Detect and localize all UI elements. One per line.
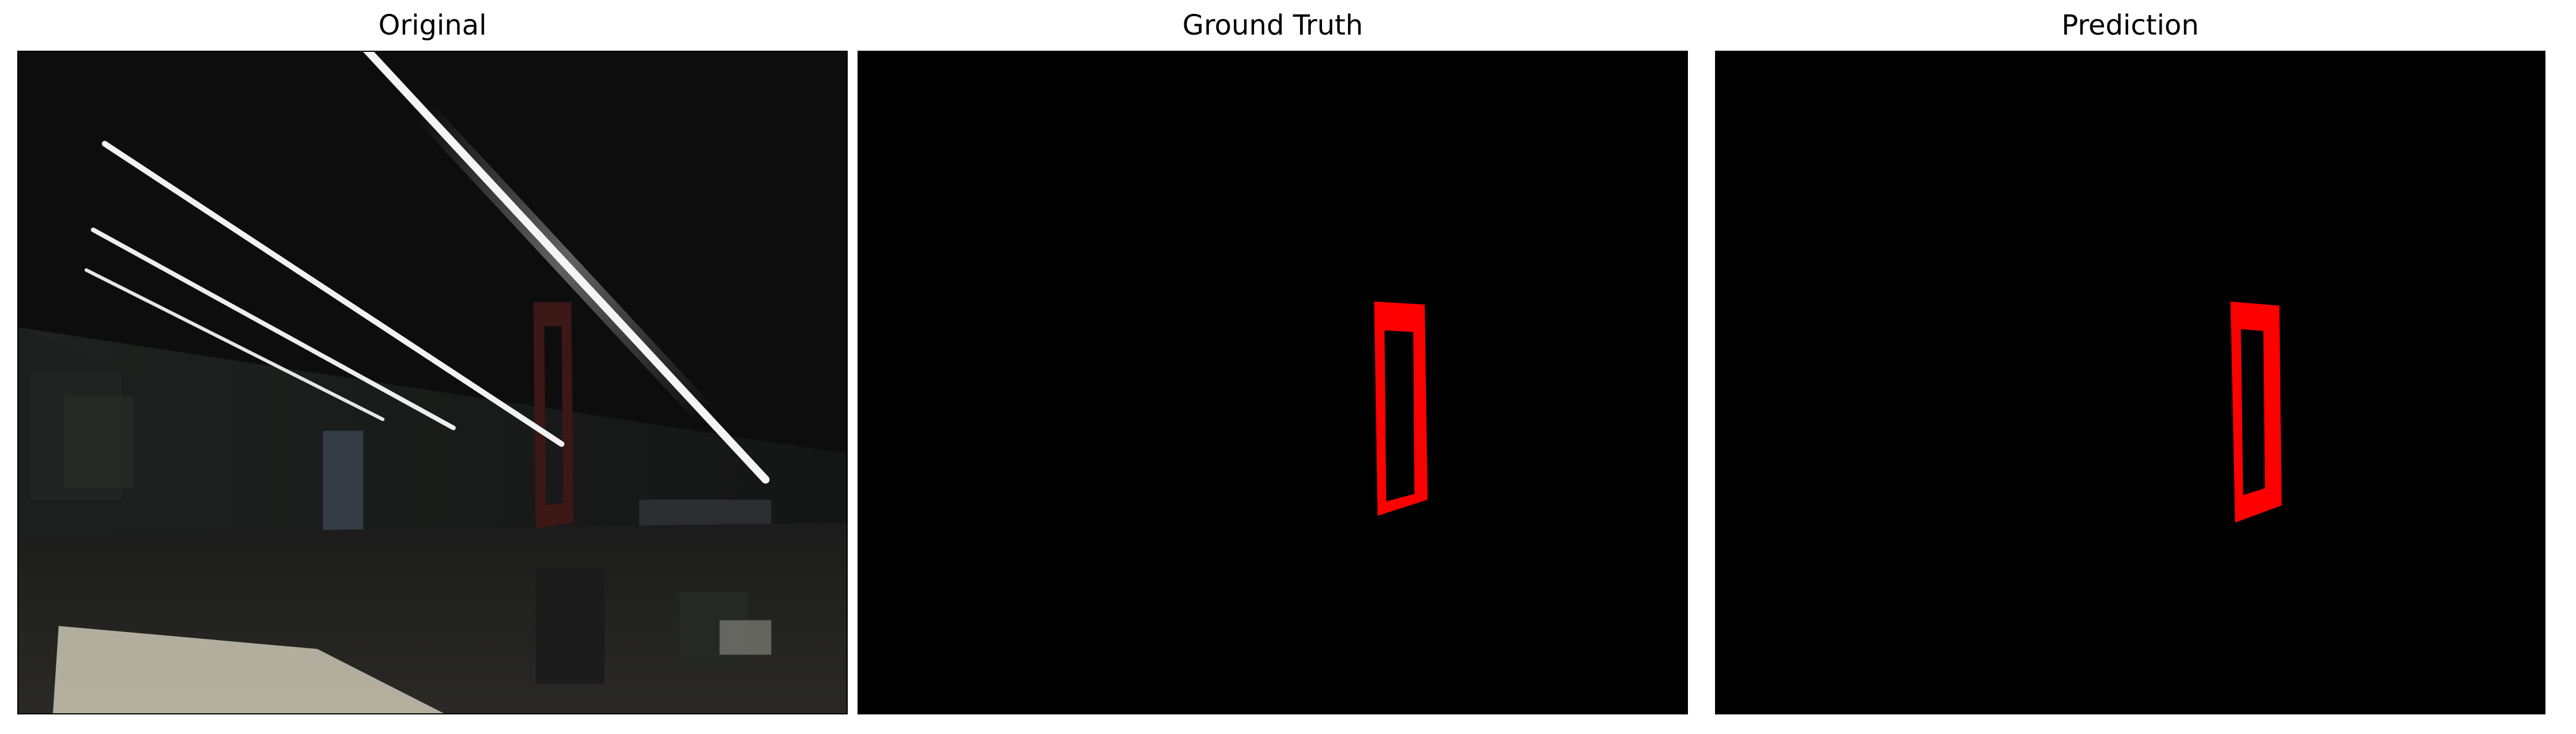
panel-ground-truth: Ground Truth [858,0,1705,734]
original-photo [18,52,847,713]
prediction-mask-image [1716,52,2544,713]
panel-original: Original [0,0,848,734]
panel-title-original: Original [378,9,487,41]
prediction-region [2230,301,2282,523]
panel-prediction: Prediction [1715,0,2562,734]
ground-truth-region [1374,301,1428,516]
ground-truth-mask-image [859,52,1687,713]
ground-truth-mask [858,51,1688,714]
panel-title-prediction: Prediction [2061,9,2199,41]
prediction-mask [1715,51,2545,714]
panel-title-ground-truth: Ground Truth [1182,9,1363,41]
original-image [17,51,848,714]
